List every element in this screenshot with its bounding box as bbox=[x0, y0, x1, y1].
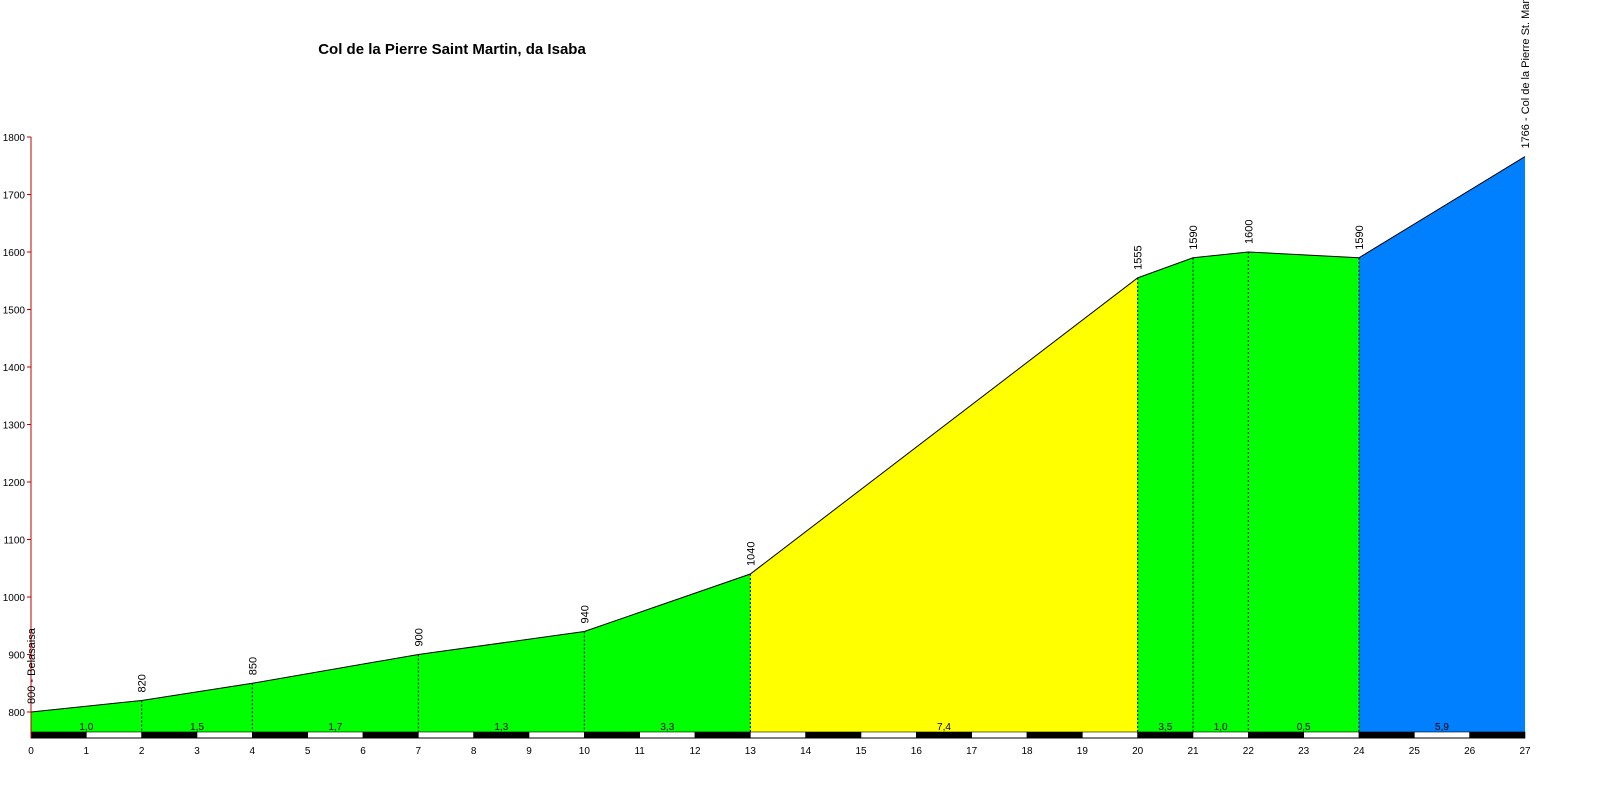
segment-area-0 bbox=[31, 700, 142, 738]
scale-km-1 bbox=[86, 731, 142, 739]
elevation-label-1: 820 bbox=[137, 674, 149, 692]
x-tick-label-16: 16 bbox=[911, 746, 923, 757]
segment-dividers bbox=[141, 252, 1360, 738]
x-axis: 0 1 2 3 4 5 6 7 8 9 10 11 12 13 14 15 16 17 18 19 20 21 22 23 24… bbox=[28, 737, 1531, 757]
elevation-label-9: 1590 bbox=[1354, 225, 1366, 249]
scale-km-12 bbox=[694, 731, 751, 739]
y-tick-label-1700: 1700 bbox=[3, 191, 26, 202]
elevation-labels: 800 - Belasaisa 820 850 900 940 1040 1555 1590 1… bbox=[26, 0, 1532, 704]
segment-area-3 bbox=[418, 631, 585, 738]
x-tick-label-10: 10 bbox=[579, 746, 591, 757]
scale-km-9 bbox=[528, 731, 585, 739]
elevation-label-4: 940 bbox=[579, 605, 591, 623]
segment-area-2 bbox=[252, 654, 419, 738]
y-tick-label-1100: 1100 bbox=[3, 536, 25, 547]
x-tick-label-14: 14 bbox=[800, 746, 812, 757]
elevation-label-0: 800 - Belasaisa bbox=[26, 627, 38, 704]
gradient-label-3: 1,3 bbox=[494, 722, 508, 733]
y-tick-label-1800: 1800 bbox=[3, 133, 26, 144]
gradient-label-2: 1,7 bbox=[328, 722, 342, 733]
segment-area-9 bbox=[1359, 156, 1525, 739]
chart-title: Col de la Pierre Saint Martin, da Isaba bbox=[318, 41, 586, 58]
segment-area-6 bbox=[1137, 257, 1193, 738]
scale-km-24 bbox=[1358, 731, 1415, 739]
x-tick-label-15: 15 bbox=[855, 746, 867, 757]
x-tick-label-21: 21 bbox=[1187, 746, 1199, 757]
x-tick-label-3: 3 bbox=[194, 746, 200, 757]
distance-scale-bar bbox=[30, 731, 1526, 739]
segment-area-5 bbox=[750, 277, 1138, 738]
x-tick-label-27: 27 bbox=[1519, 746, 1531, 757]
segment-area-8 bbox=[1248, 252, 1359, 738]
x-tick-label-20: 20 bbox=[1132, 746, 1144, 757]
scale-km-0 bbox=[30, 731, 87, 739]
x-tick-label-18: 18 bbox=[1021, 746, 1033, 757]
x-tick-label-6: 6 bbox=[360, 746, 366, 757]
scale-km-3 bbox=[196, 731, 253, 739]
scale-km-10 bbox=[584, 731, 640, 739]
scale-km-18 bbox=[1026, 731, 1083, 739]
y-tick-label-1300: 1300 bbox=[3, 421, 26, 432]
x-tick-label-24: 24 bbox=[1353, 746, 1365, 757]
y-axis: 800 900 1000 1100 1200 1300 1400 1500 1600 1700 18… bbox=[3, 133, 32, 738]
x-tick-label-1: 1 bbox=[84, 746, 90, 757]
segment-areas bbox=[31, 156, 1525, 739]
segment-area-4 bbox=[584, 574, 751, 738]
y-tick-label-1500: 1500 bbox=[3, 306, 26, 317]
scale-km-22 bbox=[1248, 731, 1304, 739]
scale-km-6 bbox=[362, 731, 419, 739]
gradient-label-4: 3,3 bbox=[660, 722, 674, 733]
scale-km-2 bbox=[141, 731, 198, 739]
elevation-label-2: 850 bbox=[247, 657, 259, 675]
scale-km-13 bbox=[750, 731, 806, 739]
y-tick-label-1400: 1400 bbox=[3, 363, 26, 374]
elevation-label-3: 900 bbox=[413, 628, 425, 646]
y-tick-label-1200: 1200 bbox=[3, 478, 26, 489]
x-tick-label-26: 26 bbox=[1464, 746, 1476, 757]
segment-area-7 bbox=[1193, 252, 1249, 738]
scale-km-14 bbox=[805, 731, 862, 739]
x-tick-label-11: 11 bbox=[634, 746, 645, 757]
y-tick-label-1600: 1600 bbox=[3, 248, 26, 259]
x-tick-label-22: 22 bbox=[1243, 746, 1255, 757]
gradient-label-7: 1,0 bbox=[1214, 722, 1228, 733]
elevation-label-8: 1600 bbox=[1243, 220, 1255, 244]
x-tick-label-17: 17 bbox=[966, 746, 978, 757]
x-tick-label-4: 4 bbox=[250, 746, 256, 757]
x-tick-label-19: 19 bbox=[1077, 746, 1089, 757]
x-tick-label-9: 9 bbox=[526, 746, 532, 757]
gradient-label-8: 0,5 bbox=[1297, 722, 1311, 733]
gradient-label-0: 1,0 bbox=[79, 722, 93, 733]
x-tick-label-8: 8 bbox=[471, 746, 477, 757]
x-tick-label-25: 25 bbox=[1409, 746, 1421, 757]
segment-area-1 bbox=[141, 683, 253, 738]
elevation-label-6: 1555 bbox=[1133, 245, 1145, 269]
elevation-label-10: 1766 - Col de la Pierre St. Martin bbox=[1520, 0, 1532, 149]
x-tick-label-23: 23 bbox=[1298, 746, 1310, 757]
x-tick-label-7: 7 bbox=[416, 746, 422, 757]
gradient-label-9: 5,9 bbox=[1435, 722, 1449, 733]
y-tick-label-1000: 1000 bbox=[3, 593, 26, 604]
y-tick-label-900: 900 bbox=[8, 651, 25, 662]
x-tick-label-5: 5 bbox=[305, 746, 311, 757]
x-tick-label-0: 0 bbox=[28, 746, 34, 757]
scale-km-17 bbox=[971, 731, 1028, 739]
y-tick-label-800: 800 bbox=[8, 708, 25, 719]
x-tick-label-12: 12 bbox=[689, 746, 701, 757]
scale-km-26 bbox=[1469, 731, 1526, 739]
gradient-label-5: 7,4 bbox=[937, 722, 951, 733]
gradient-label-6: 3,5 bbox=[1158, 722, 1172, 733]
x-tick-label-2: 2 bbox=[139, 746, 145, 757]
gradient-labels: 1,0 1,5 1,7 1,3 3,3 7,4 3,5 1,0 0,5 5,9 bbox=[79, 722, 1449, 733]
scale-km-15 bbox=[860, 731, 917, 739]
elevation-label-7: 1590 bbox=[1188, 225, 1200, 249]
scale-km-19 bbox=[1082, 731, 1138, 739]
elevation-label-5: 1040 bbox=[745, 542, 757, 566]
scale-km-7 bbox=[418, 731, 474, 739]
x-tick-label-13: 13 bbox=[745, 746, 757, 757]
gradient-label-1: 1,5 bbox=[190, 722, 204, 733]
scale-km-23 bbox=[1303, 731, 1360, 739]
scale-km-4 bbox=[252, 731, 308, 739]
